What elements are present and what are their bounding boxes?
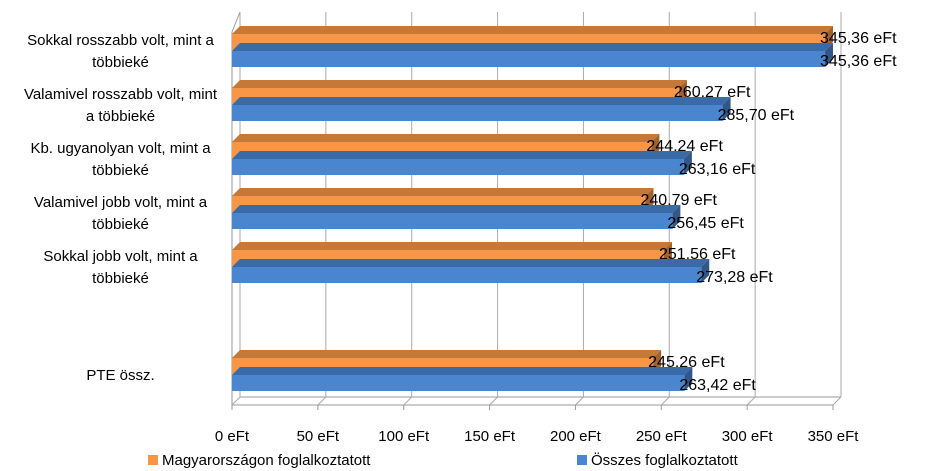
bar-top <box>232 80 687 88</box>
x-tick-label: 150 eFt <box>464 428 516 445</box>
legend-swatch <box>577 455 587 465</box>
bar <box>232 267 702 283</box>
bar-top <box>232 188 654 196</box>
y-tick-label: Sokkal jobb volt, mint a többieké <box>43 248 198 287</box>
bar-top <box>232 242 672 250</box>
bar-top <box>232 350 662 358</box>
value-label: 273,28 eFt <box>696 269 773 286</box>
grid-line-floor <box>746 396 756 406</box>
bar-side <box>672 205 681 229</box>
bar-side <box>684 367 693 391</box>
value-label: 245,26 eFt <box>648 354 725 371</box>
grid-line-floor <box>575 396 584 406</box>
x-tick-label: 0 eFt <box>215 428 250 445</box>
bar <box>232 213 673 229</box>
value-label: 256,45 eFt <box>667 215 744 232</box>
value-label: 285,70 eFt <box>718 107 795 124</box>
bar-top <box>232 43 834 51</box>
bar-top <box>232 97 731 105</box>
bar-side <box>683 151 692 175</box>
value-label: 240,79 eFt <box>640 192 717 209</box>
wall-edge <box>231 11 241 33</box>
y-tick-label: Sokkal rosszabb volt, mint a többieké <box>27 32 214 71</box>
legend-label: Összes foglalkoztatott <box>591 451 739 469</box>
value-label: 345,36 eFt <box>820 53 897 70</box>
x-tick-label: 300 eFt <box>722 428 774 445</box>
value-label: 251,56 eFt <box>659 246 736 263</box>
y-tick-label: Valamivel rosszabb volt, mint a többieké <box>23 86 218 125</box>
value-label: 263,42 eFt <box>679 377 756 394</box>
x-tick-label: 50 eFt <box>297 428 340 445</box>
bar <box>232 51 826 67</box>
x-tick-label: 250 eFt <box>636 428 688 445</box>
legend-label: Magyarországon foglalkoztatott <box>162 452 371 469</box>
grid-line-floor <box>832 396 842 406</box>
bar <box>232 375 685 391</box>
bar-top <box>232 26 834 34</box>
grid-line-floor <box>317 396 327 406</box>
bar-top <box>232 259 710 267</box>
y-tick-label: Valamivel jobb volt, mint a többieké <box>33 194 208 233</box>
value-label: 244,24 eFt <box>646 138 723 155</box>
grid-line-floor <box>231 396 241 406</box>
y-tick-label: PTE össz. <box>86 367 155 384</box>
legend-swatch <box>148 455 158 465</box>
value-label: 263,16 eFt <box>679 161 756 178</box>
y-tick-label: Kb. ugyanolyan volt, mint a többieké <box>30 140 211 179</box>
bar-top <box>232 205 681 213</box>
value-label: 260,27 eFt <box>674 84 751 101</box>
bar-side <box>701 259 710 283</box>
bar-side <box>722 97 731 121</box>
x-tick-label: 350 eFt <box>808 428 860 445</box>
bar <box>232 159 684 175</box>
grid-line-floor <box>403 396 413 406</box>
bar-top <box>232 367 693 375</box>
bar-top <box>232 151 692 159</box>
x-tick-label: 100 eFt <box>378 428 430 445</box>
grid-line-floor <box>660 396 670 406</box>
bar-top <box>232 134 660 142</box>
grid-line-floor <box>489 396 498 406</box>
x-tick-label: 200 eFt <box>550 428 602 445</box>
bar-side <box>825 43 834 67</box>
bar <box>232 105 723 121</box>
value-label: 345,36 eFt <box>820 30 897 47</box>
